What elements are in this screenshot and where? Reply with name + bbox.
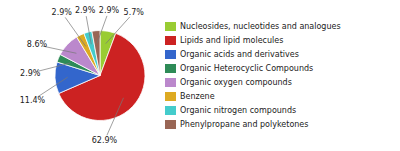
legend-swatch — [165, 106, 176, 115]
data-label: 62.9% — [92, 136, 118, 145]
data-label: 2.9% — [52, 8, 73, 17]
legend-label: Nucleosides, nucleotides and analogues — [180, 22, 341, 31]
legend-label: Organic oxygen compounds — [180, 78, 292, 87]
leader-line — [65, 17, 86, 46]
legend-swatch — [165, 36, 176, 45]
data-label: 2.9% — [99, 6, 120, 15]
chart: 5.7%62.9%11.4%2.9%8.6%2.9%2.9%2.9%Nucleo… — [0, 0, 400, 151]
legend: Nucleosides, nucleotides and analogues Li… — [165, 22, 341, 129]
legend-label: Benzene — [180, 92, 215, 101]
legend-swatch — [165, 22, 176, 31]
data-label: 8.6% — [27, 40, 48, 49]
legend-swatch — [165, 92, 176, 101]
leader-line — [107, 98, 124, 135]
leader-line — [36, 63, 70, 72]
legend-swatch — [165, 78, 176, 87]
leader-line — [86, 16, 91, 44]
legend-label: Organic acids and derivatives — [180, 50, 299, 59]
legend-swatch — [165, 120, 176, 129]
legend-label: Lipids and lipid molecules — [180, 36, 283, 45]
data-label: 11.4% — [20, 96, 46, 105]
legend-swatch — [165, 50, 176, 59]
data-label: 2.9% — [20, 69, 41, 78]
leader-line — [97, 16, 107, 43]
legend-label: Organic Heterocyclic Compounds — [180, 64, 313, 73]
leader-line — [43, 46, 77, 53]
data-label: 2.9% — [75, 6, 96, 15]
pie — [55, 30, 145, 120]
legend-label: Phenylpropane and polyketones — [180, 120, 308, 129]
pie-slice — [92, 30, 100, 75]
legend-label: Organic nitrogen compounds — [180, 106, 296, 115]
legend-swatch — [165, 64, 176, 73]
data-label: 5.7% — [124, 8, 145, 17]
pie-slice — [84, 31, 100, 75]
leader-line — [106, 17, 130, 44]
data-labels: 5.7%62.9%11.4%2.9%8.6%2.9%2.9%2.9% — [20, 6, 145, 146]
leader-line — [38, 77, 68, 97]
